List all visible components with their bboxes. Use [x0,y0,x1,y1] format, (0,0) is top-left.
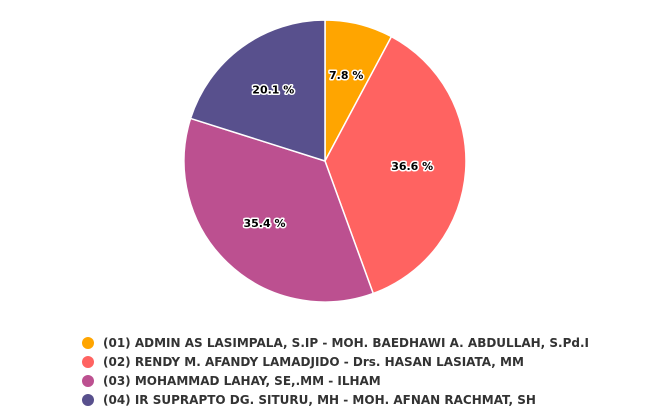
legend-item[interactable]: (02) RENDY M. AFANDY LAMADJIDO - Drs. HA… [82,352,642,371]
legend-item[interactable]: (04) IR SUPRAPTO DG. SITURU, MH - MOH. A… [82,390,642,409]
pie-slice[interactable] [183,117,375,303]
slice-data-label: 35.4 % [244,217,286,230]
legend-label: (02) RENDY M. AFANDY LAMADJIDO - Drs. HA… [103,354,524,369]
legend: (01) ADMIN AS LASIMPALA, S.IP - MOH. BAE… [82,333,642,409]
labels-layer: 7.8 % 36.6 % 35.4 % 20.1 % [242,68,435,232]
pie-slice[interactable] [324,35,467,295]
legend-marker [82,336,94,349]
legend-item[interactable]: (01) ADMIN AS LASIMPALA, S.IP - MOH. BAE… [82,333,642,352]
slice-data-label: 7.8 % [329,69,363,82]
legend-label: (04) IR SUPRAPTO DG. SITURU, MH - MOH. A… [103,392,536,407]
legend-marker [82,355,94,368]
pie-slice[interactable] [189,19,326,163]
legend-label: (01) ADMIN AS LASIMPALA, S.IP - MOH. BAE… [103,335,590,350]
legend-label: (03) MOHAMMAD LAHAY, SE,.MM - ILHAM [103,373,381,388]
pie-chart-canvas: 7.8 % 36.6 % 35.4 % 20.1 % [183,19,467,303]
legend-item[interactable]: (03) MOHAMMAD LAHAY, SE,.MM - ILHAM [82,371,642,390]
legend-marker [82,374,94,387]
legend-marker [82,393,94,406]
slice-data-label: 20.1 % [252,84,294,97]
slice-data-label: 36.6 % [391,160,433,173]
slices-layer [183,19,467,303]
